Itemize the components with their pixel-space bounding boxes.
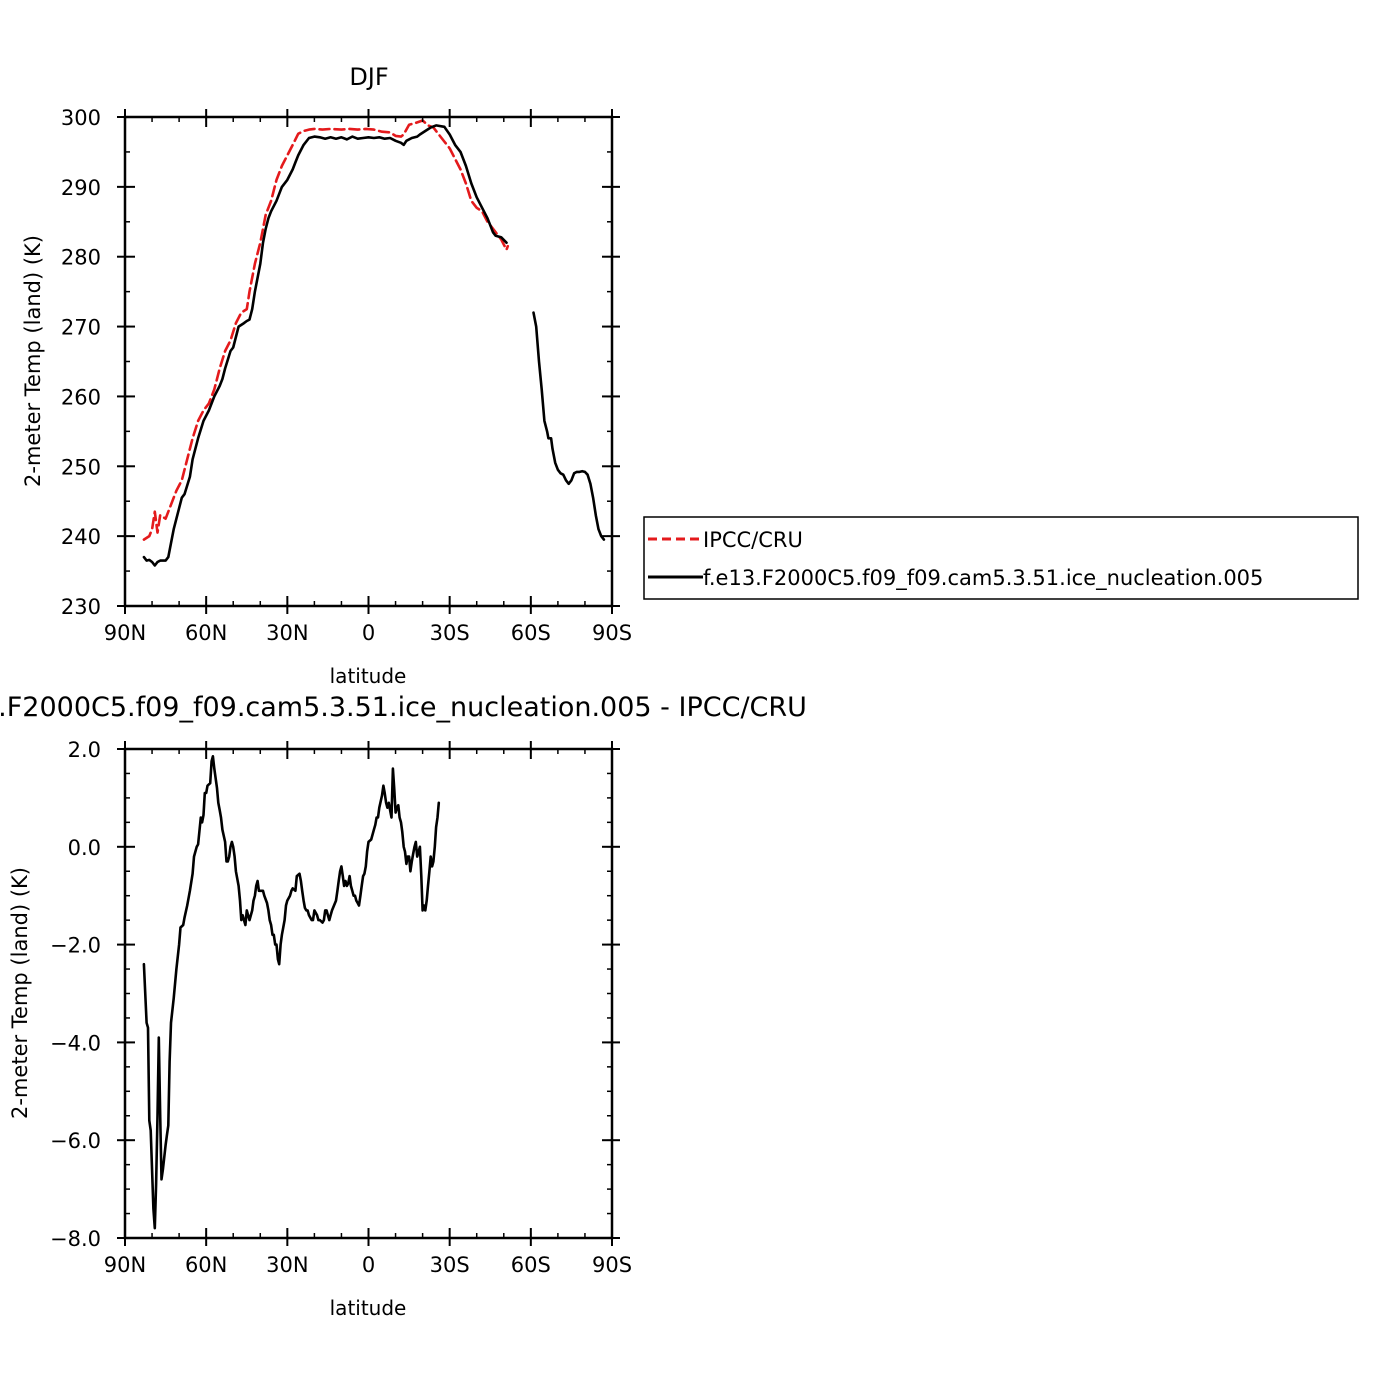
bottom-chart-ticks: 90N 60N 30N 0 30S 60S 90S −8.0 −6.0 −4.0 −2.0 0.0 2.… (50, 738, 632, 1277)
top-y-tick-label: 240 (61, 525, 101, 549)
top-y-tick-label: 270 (61, 316, 101, 340)
legend: IPCC/CRU f.e13.F2000C5.f09_f09.cam5.3.51… (643, 516, 1359, 600)
top-y-tick-label: 250 (61, 455, 101, 479)
legend-box (643, 516, 1359, 600)
bottom-y-tick-label: −2.0 (50, 934, 101, 958)
bottom-x-tick-label: 60S (511, 1253, 551, 1277)
top-chart-ticks: 90N 60N 30N 0 30S 60S 90S 230 240 250 260 270 280 290… (61, 106, 632, 645)
top-x-tick-label: 30S (430, 621, 470, 645)
top-x-tick-label: 60S (511, 621, 551, 645)
bottom-chart-frame (123, 747, 614, 1240)
top-series-1-segment-0 (142, 124, 508, 567)
bottom-x-tick-label: 0 (362, 1253, 375, 1277)
top-x-tick-label: 0 (362, 621, 375, 645)
legend-label-cru: IPCC/CRU (703, 528, 803, 552)
top-y-tick-label: 260 (61, 385, 101, 409)
bottom-chart-xlabel: latitude (330, 1296, 407, 1320)
bottom-y-tick-label: −8.0 (50, 1227, 101, 1251)
bottom-chart-ylabel: 2-meter Temp (land) (K) (8, 867, 32, 1119)
bottom-x-tick-label: 30S (430, 1253, 470, 1277)
top-chart: DJF 90N 60N 30N 0 30S 60S 90S 230 240 250 260 270 28… (21, 63, 632, 688)
top-series-1-segment-1 (532, 311, 606, 541)
bottom-x-tick-label: 60N (185, 1253, 227, 1277)
top-chart-xlabel: latitude (330, 664, 407, 688)
bottom-y-tick-label: 0.0 (68, 836, 101, 860)
top-x-tick-label: 90N (104, 621, 146, 645)
top-y-tick-label: 230 (61, 595, 101, 619)
bottom-series-0-segment-0 (142, 755, 441, 1230)
top-chart-lines (142, 119, 606, 567)
top-chart-frame (123, 115, 614, 608)
legend-label-model: f.e13.F2000C5.f09_f09.cam5.3.51.ice_nucl… (703, 566, 1263, 591)
bottom-y-tick-label: 2.0 (68, 738, 101, 762)
bottom-x-tick-label: 30N (266, 1253, 308, 1277)
top-y-tick-label: 300 (61, 106, 101, 130)
bottom-x-tick-label: 90S (592, 1253, 632, 1277)
bottom-chart: f.e13.F2000C5.f09_f09.cam5.3.51.ice_nucl… (0, 692, 807, 1320)
bottom-y-tick-label: −6.0 (50, 1129, 101, 1153)
bottom-chart-title: f.e13.F2000C5.f09_f09.cam5.3.51.ice_nucl… (0, 692, 807, 723)
top-chart-title: DJF (349, 63, 388, 91)
top-x-tick-label: 60N (185, 621, 227, 645)
top-y-tick-label: 280 (61, 246, 101, 270)
bottom-chart-lines (142, 755, 441, 1230)
bottom-y-tick-label: −4.0 (50, 1031, 101, 1055)
bottom-x-tick-label: 90N (104, 1253, 146, 1277)
top-chart-ylabel: 2-meter Temp (land) (K) (21, 235, 45, 487)
top-series-0-segment-0 (142, 119, 510, 541)
top-x-tick-label: 30N (266, 621, 308, 645)
top-y-tick-label: 290 (61, 176, 101, 200)
top-x-tick-label: 90S (592, 621, 632, 645)
